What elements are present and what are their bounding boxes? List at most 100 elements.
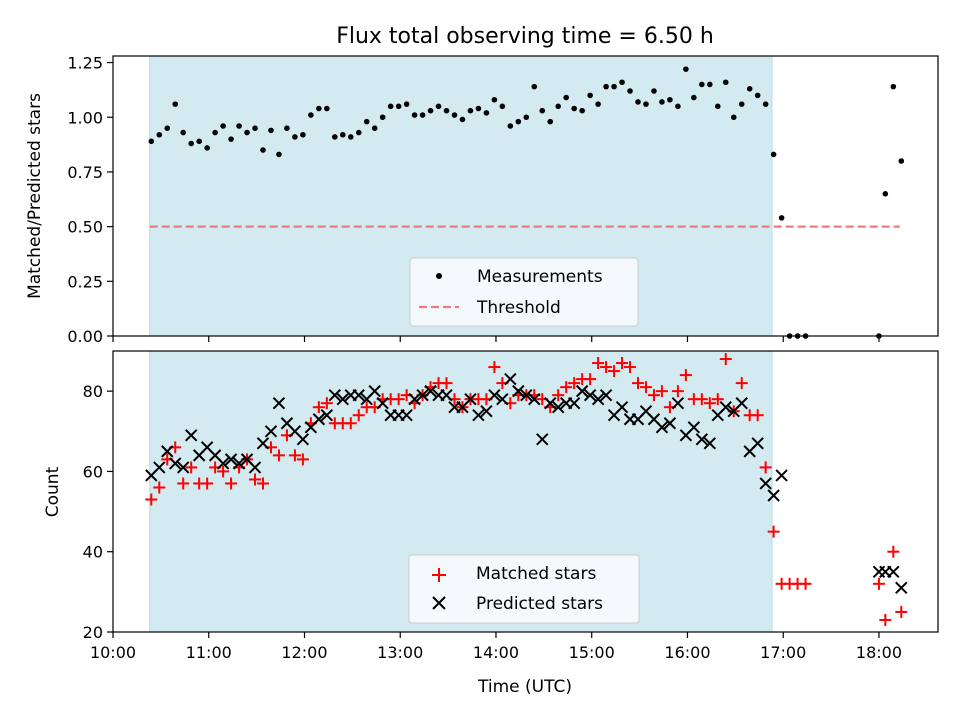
matched-star-point xyxy=(592,357,605,370)
matched-star-point xyxy=(296,453,309,466)
measurement-point xyxy=(722,79,729,86)
predicted-star-point xyxy=(671,396,685,410)
predicted-star-point xyxy=(695,433,709,446)
measurement-point xyxy=(467,107,474,114)
matched-star-point xyxy=(632,377,644,390)
bottom-y-tick-label: 20 xyxy=(83,623,103,642)
bottom-legend: Matched stars Predicted stars xyxy=(408,554,640,624)
matched-star-point xyxy=(352,409,365,422)
matched-star-point xyxy=(225,477,238,490)
measurement-point xyxy=(308,112,314,118)
x-tick-label: 10:00 xyxy=(90,643,136,662)
measurement-point xyxy=(459,116,466,123)
predicted-star-point xyxy=(296,433,310,446)
predicted-star-point xyxy=(424,384,437,398)
measurement-point xyxy=(260,147,266,153)
predicted-star-point xyxy=(177,461,190,474)
measurement-point xyxy=(627,88,633,94)
measurement-point xyxy=(387,103,394,110)
legend-measurements-label: Measurements xyxy=(477,267,603,287)
matched-star-point xyxy=(719,353,732,366)
measurement-point xyxy=(898,158,905,164)
matched-star-point xyxy=(560,381,573,394)
predicted-star-point xyxy=(512,384,525,398)
measurement-point xyxy=(276,151,282,158)
matched-star-point xyxy=(584,373,597,386)
predicted-star-point xyxy=(224,453,238,466)
predicted-star-point xyxy=(552,400,565,414)
predicted-star-point xyxy=(336,392,349,406)
measurement-point xyxy=(691,94,697,101)
measurement-point xyxy=(579,107,585,114)
legend-measurements-marker xyxy=(436,273,442,279)
measurement-point xyxy=(236,123,242,129)
measurement-point xyxy=(212,129,218,136)
predicted-star-point xyxy=(248,461,262,474)
matched-star-point xyxy=(257,477,269,490)
top-x-ticks xyxy=(112,336,880,342)
matched-star-point xyxy=(320,397,333,410)
bottom-y-axis-label: Count xyxy=(43,466,63,517)
measurement-point xyxy=(483,110,490,116)
matched-star-point xyxy=(440,377,453,390)
matched-star-point xyxy=(552,389,565,402)
measurement-point xyxy=(292,134,298,140)
matched-star-point xyxy=(288,449,301,462)
matched-star-point xyxy=(711,393,724,406)
predicted-star-point xyxy=(256,437,270,450)
predicted-star-point xyxy=(536,433,549,446)
matched-star-point xyxy=(488,361,501,374)
matched-star-point xyxy=(895,605,908,618)
measurement-point xyxy=(491,96,498,103)
matched-star-point xyxy=(177,477,190,490)
chart-title: Flux total observing time = 6.50 h xyxy=(336,24,714,49)
measurement-point xyxy=(635,99,641,105)
predicted-star-point xyxy=(184,429,198,442)
measurement-point xyxy=(778,215,785,221)
x-tick-label: 14:00 xyxy=(473,643,519,662)
measurement-point xyxy=(164,125,171,131)
measurement-point xyxy=(355,129,362,136)
matched-star-point xyxy=(679,369,692,382)
predicted-star-point xyxy=(735,396,748,410)
measurement-point xyxy=(651,88,657,94)
matched-star-point xyxy=(703,397,716,410)
measurement-point xyxy=(523,114,530,121)
predicted-star-point xyxy=(368,384,381,398)
predicted-star-point xyxy=(767,489,780,502)
measurement-point xyxy=(204,145,210,151)
predicted-star-point xyxy=(504,372,517,386)
matched-star-point xyxy=(185,461,198,474)
predicted-star-point xyxy=(400,409,413,422)
predicted-star-point xyxy=(583,388,597,402)
measurement-point xyxy=(707,81,713,88)
matched-star-point xyxy=(344,417,357,430)
matched-star-point xyxy=(695,393,708,406)
predicted-star-point xyxy=(464,392,477,406)
bottom-legend-box xyxy=(408,554,640,624)
predicted-star-point xyxy=(520,388,533,402)
predicted-star-point xyxy=(615,400,629,414)
predicted-star-point xyxy=(599,388,613,402)
predicted-star-point xyxy=(320,409,334,422)
measurement-point xyxy=(196,138,202,145)
measurement-point xyxy=(172,101,179,107)
measurement-point xyxy=(148,138,155,145)
predicted-star-point xyxy=(703,437,717,450)
matched-star-point xyxy=(872,577,885,590)
measurement-point xyxy=(563,94,569,101)
legend-predicted-label: Predicted stars xyxy=(476,594,603,614)
legend-threshold-label: Threshold xyxy=(476,298,561,318)
measurement-point xyxy=(890,83,897,90)
measurement-point xyxy=(180,129,187,136)
predicted-star-point xyxy=(488,388,501,402)
measurement-point xyxy=(443,107,450,114)
legend-matched-label: Matched stars xyxy=(476,564,596,584)
matched-star-point xyxy=(249,473,262,486)
measurement-point xyxy=(268,127,274,134)
measurement-point xyxy=(379,114,386,121)
measurement-point xyxy=(746,86,753,92)
measurement-point xyxy=(643,101,649,107)
top-y-ticks: 0.00 0.25 0.50 0.75 1.00 1.25 xyxy=(67,54,113,346)
top-y-tick-label: 0.50 xyxy=(67,218,103,237)
